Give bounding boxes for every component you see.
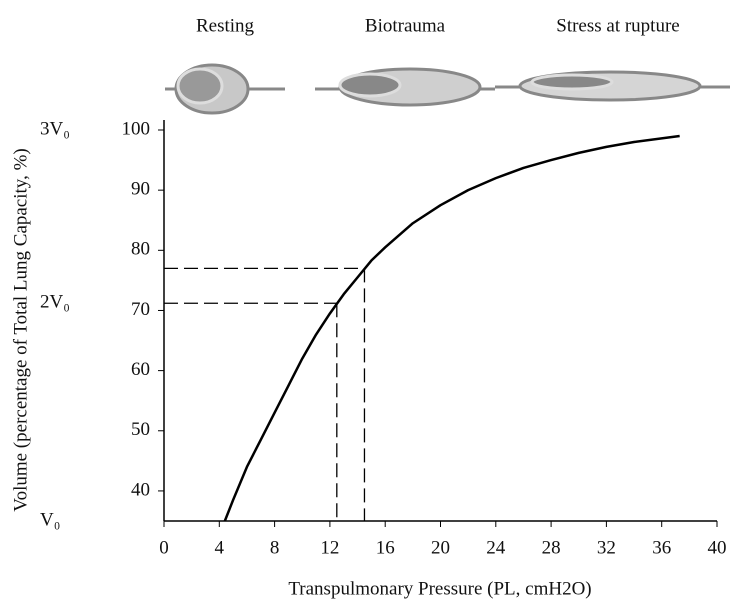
volume-marker: 3V₀	[40, 118, 70, 139]
x-tick-label: 24	[486, 537, 506, 558]
x-tick-label: 4	[215, 537, 225, 558]
volume-marker: V₀	[40, 509, 60, 530]
curve	[223, 134, 680, 522]
x-tick-label: 32	[597, 537, 616, 558]
alveolus	[176, 67, 224, 105]
x-tick-label: 0	[159, 537, 169, 558]
stage-label: Stress at rupture	[556, 15, 679, 36]
y-tick-label: 100	[122, 118, 151, 139]
volume-marker: 2V₀	[40, 292, 70, 313]
stage-label: Resting	[196, 15, 255, 36]
x-tick-label: 36	[652, 537, 671, 558]
x-tick-label: 8	[270, 537, 280, 558]
y-tick-label: 50	[131, 419, 150, 440]
x-tick-label: 20	[431, 537, 450, 558]
x-tick-label: 12	[320, 537, 339, 558]
stage-label: Biotrauma	[365, 15, 446, 36]
y-axis-title: Volume (percentage of Total Lung Capacit…	[10, 148, 31, 511]
y-tick-label: 90	[131, 179, 150, 200]
x-tick-label: 16	[376, 537, 395, 558]
alveolus	[530, 73, 614, 91]
y-tick-label: 40	[131, 479, 150, 500]
illustrations	[165, 63, 730, 115]
y-tick-label: 60	[131, 359, 150, 380]
x-axis-title: Transpulmonary Pressure (PL, cmH2O)	[288, 578, 591, 599]
x-tick-label: 40	[708, 537, 727, 558]
y-tick-label: 70	[131, 299, 150, 320]
x-tick-label: 28	[542, 537, 561, 558]
alveolus	[338, 72, 402, 98]
y-tick-label: 80	[131, 239, 150, 260]
